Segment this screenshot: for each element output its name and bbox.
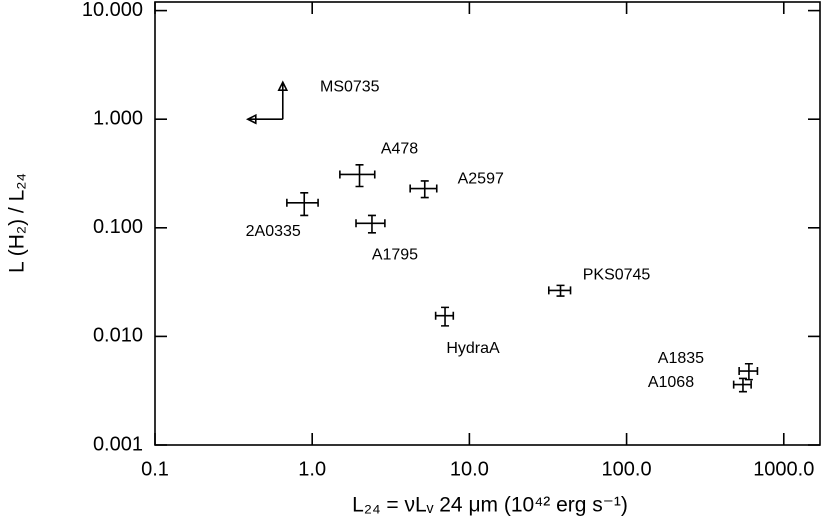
point-label: A1795 (372, 247, 418, 264)
y-error-bar (738, 377, 747, 393)
plot-frame (154, 1, 821, 446)
x-error-bar (409, 184, 438, 193)
y-tick-label: 0.010 (93, 325, 143, 347)
x-tick-label: 0.1 (141, 458, 169, 480)
limit-point (245, 80, 289, 125)
y-error-bar (355, 164, 364, 188)
x-axis-title: L₂₄ = νLᵥ 24 μm (10⁴² erg s⁻¹) (352, 494, 628, 517)
x-error-bar (355, 219, 386, 228)
point-label: 2A0335 (246, 223, 301, 240)
point-label: PKS0745 (583, 267, 651, 284)
y-error-bar (744, 362, 753, 381)
x-tick-label: 1.0 (298, 458, 326, 480)
y-error-bar (300, 192, 309, 217)
point-label: A2597 (458, 171, 504, 188)
y-error-bar (556, 284, 565, 297)
y-axis-title: L (H₂) / L₂₄ (6, 173, 29, 273)
point-label: MS0735 (320, 78, 380, 95)
point-label: A478 (381, 141, 418, 158)
x-error-bar (547, 286, 572, 295)
point-label: HydraA (446, 340, 500, 357)
y-error-bar (441, 306, 450, 327)
x-tick-label: 100.0 (602, 458, 652, 480)
x-error-bar (286, 198, 319, 207)
point-label: A1068 (648, 374, 694, 391)
y-tick-label: 0.100 (93, 216, 143, 238)
y-tick-label: 1.000 (93, 107, 143, 129)
y-error-bar (420, 180, 429, 199)
x-tick-label: 10.0 (450, 458, 489, 480)
x-tick-label: 1000.0 (753, 458, 814, 480)
y-tick-label: 10.000 (82, 0, 143, 21)
y-tick-label: 0.001 (93, 433, 143, 455)
y-error-bar (367, 214, 376, 234)
point-label: A1835 (658, 350, 704, 367)
x-error-bar (339, 170, 376, 179)
